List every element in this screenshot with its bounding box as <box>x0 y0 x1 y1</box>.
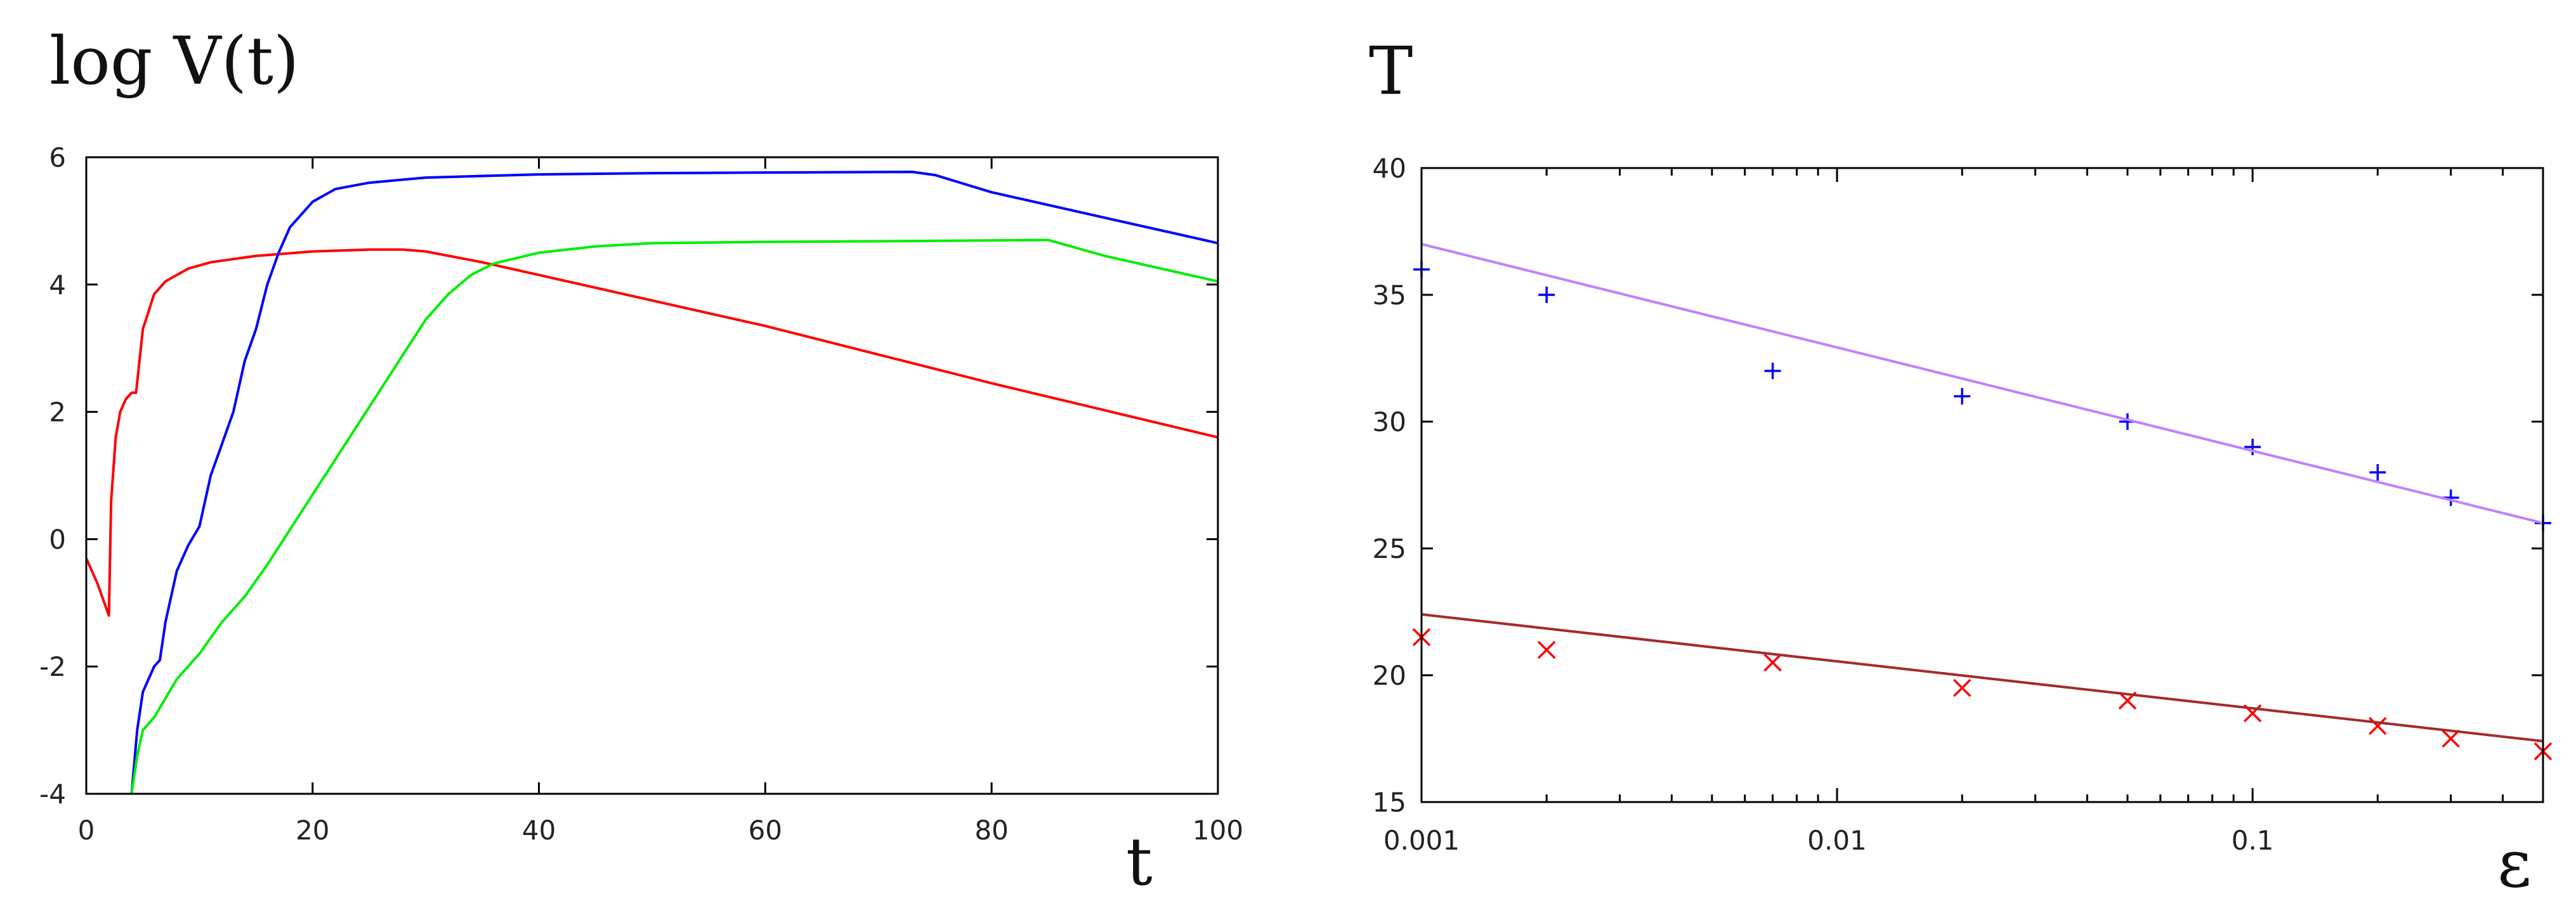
right-plot-frame <box>1420 167 2544 803</box>
right-x-title: ε <box>2497 825 2532 902</box>
scatter-point-plus-points <box>1954 388 1971 405</box>
chart-t-vs-epsilon: T ε 0.001 0.01 0.1 15 20 25 30 35 40 <box>1369 32 2553 902</box>
series-line-blue <box>130 171 1218 794</box>
scatter-point-plus-points <box>2369 464 2386 481</box>
left-y-tick-label: 6 <box>49 142 66 173</box>
right-x-tick-label: 0.001 <box>1383 825 1460 856</box>
right-y-tick-label: 30 <box>1373 406 1406 437</box>
left-y-tick-label: 0 <box>49 524 66 555</box>
left-x-tick-label: 80 <box>974 815 1008 846</box>
left-y-tick-label: -4 <box>39 779 66 810</box>
chart-log-v: log V(t) t 0 20 40 60 80 100 -4 -2 0 2 4 6 <box>39 22 1243 900</box>
series-line-green <box>130 238 1218 794</box>
left-x-tick-label: 60 <box>749 815 782 846</box>
series-line-red <box>86 248 1218 617</box>
left-y-tick-label: 4 <box>49 269 66 301</box>
right-y-title: T <box>1369 32 1413 110</box>
right-y-tick-label: 25 <box>1373 533 1406 564</box>
scatter-point-cross-points <box>1953 678 1971 697</box>
left-x-tick-label: 20 <box>296 815 329 846</box>
right-x-tick-label: 0.01 <box>1807 825 1867 856</box>
scatter-point-cross-points <box>1763 653 1782 672</box>
scatter-point-cross-points <box>2442 729 2460 748</box>
left-x-tick-label: 40 <box>522 815 556 846</box>
right-y-tick-label: 15 <box>1373 787 1406 818</box>
scatter-point-cross-points <box>1537 640 1556 659</box>
left-x-tick-label: 100 <box>1193 815 1243 846</box>
scatter-point-plus-points <box>1538 287 1555 303</box>
right-y-tick-label: 20 <box>1373 660 1406 691</box>
scatter-point-plus-points <box>2244 439 2261 455</box>
left-plot-frame <box>85 156 1219 795</box>
left-y-tick-label: -2 <box>39 651 66 682</box>
scatter-point-cross-points <box>2369 716 2387 735</box>
right-y-tick-label: 40 <box>1373 153 1406 184</box>
fit-line-plus-fit <box>1421 243 2544 524</box>
left-y-tick-label: 2 <box>49 397 66 428</box>
right-y-tick-label: 35 <box>1373 280 1406 311</box>
left-y-title: log V(t) <box>49 22 299 100</box>
right-x-tick-label: 0.1 <box>2232 825 2274 856</box>
fit-line-cross-fit <box>1421 613 2544 742</box>
left-x-title: t <box>1126 823 1153 900</box>
scatter-point-plus-points <box>1764 363 1781 379</box>
left-x-tick-label: 0 <box>78 815 95 846</box>
